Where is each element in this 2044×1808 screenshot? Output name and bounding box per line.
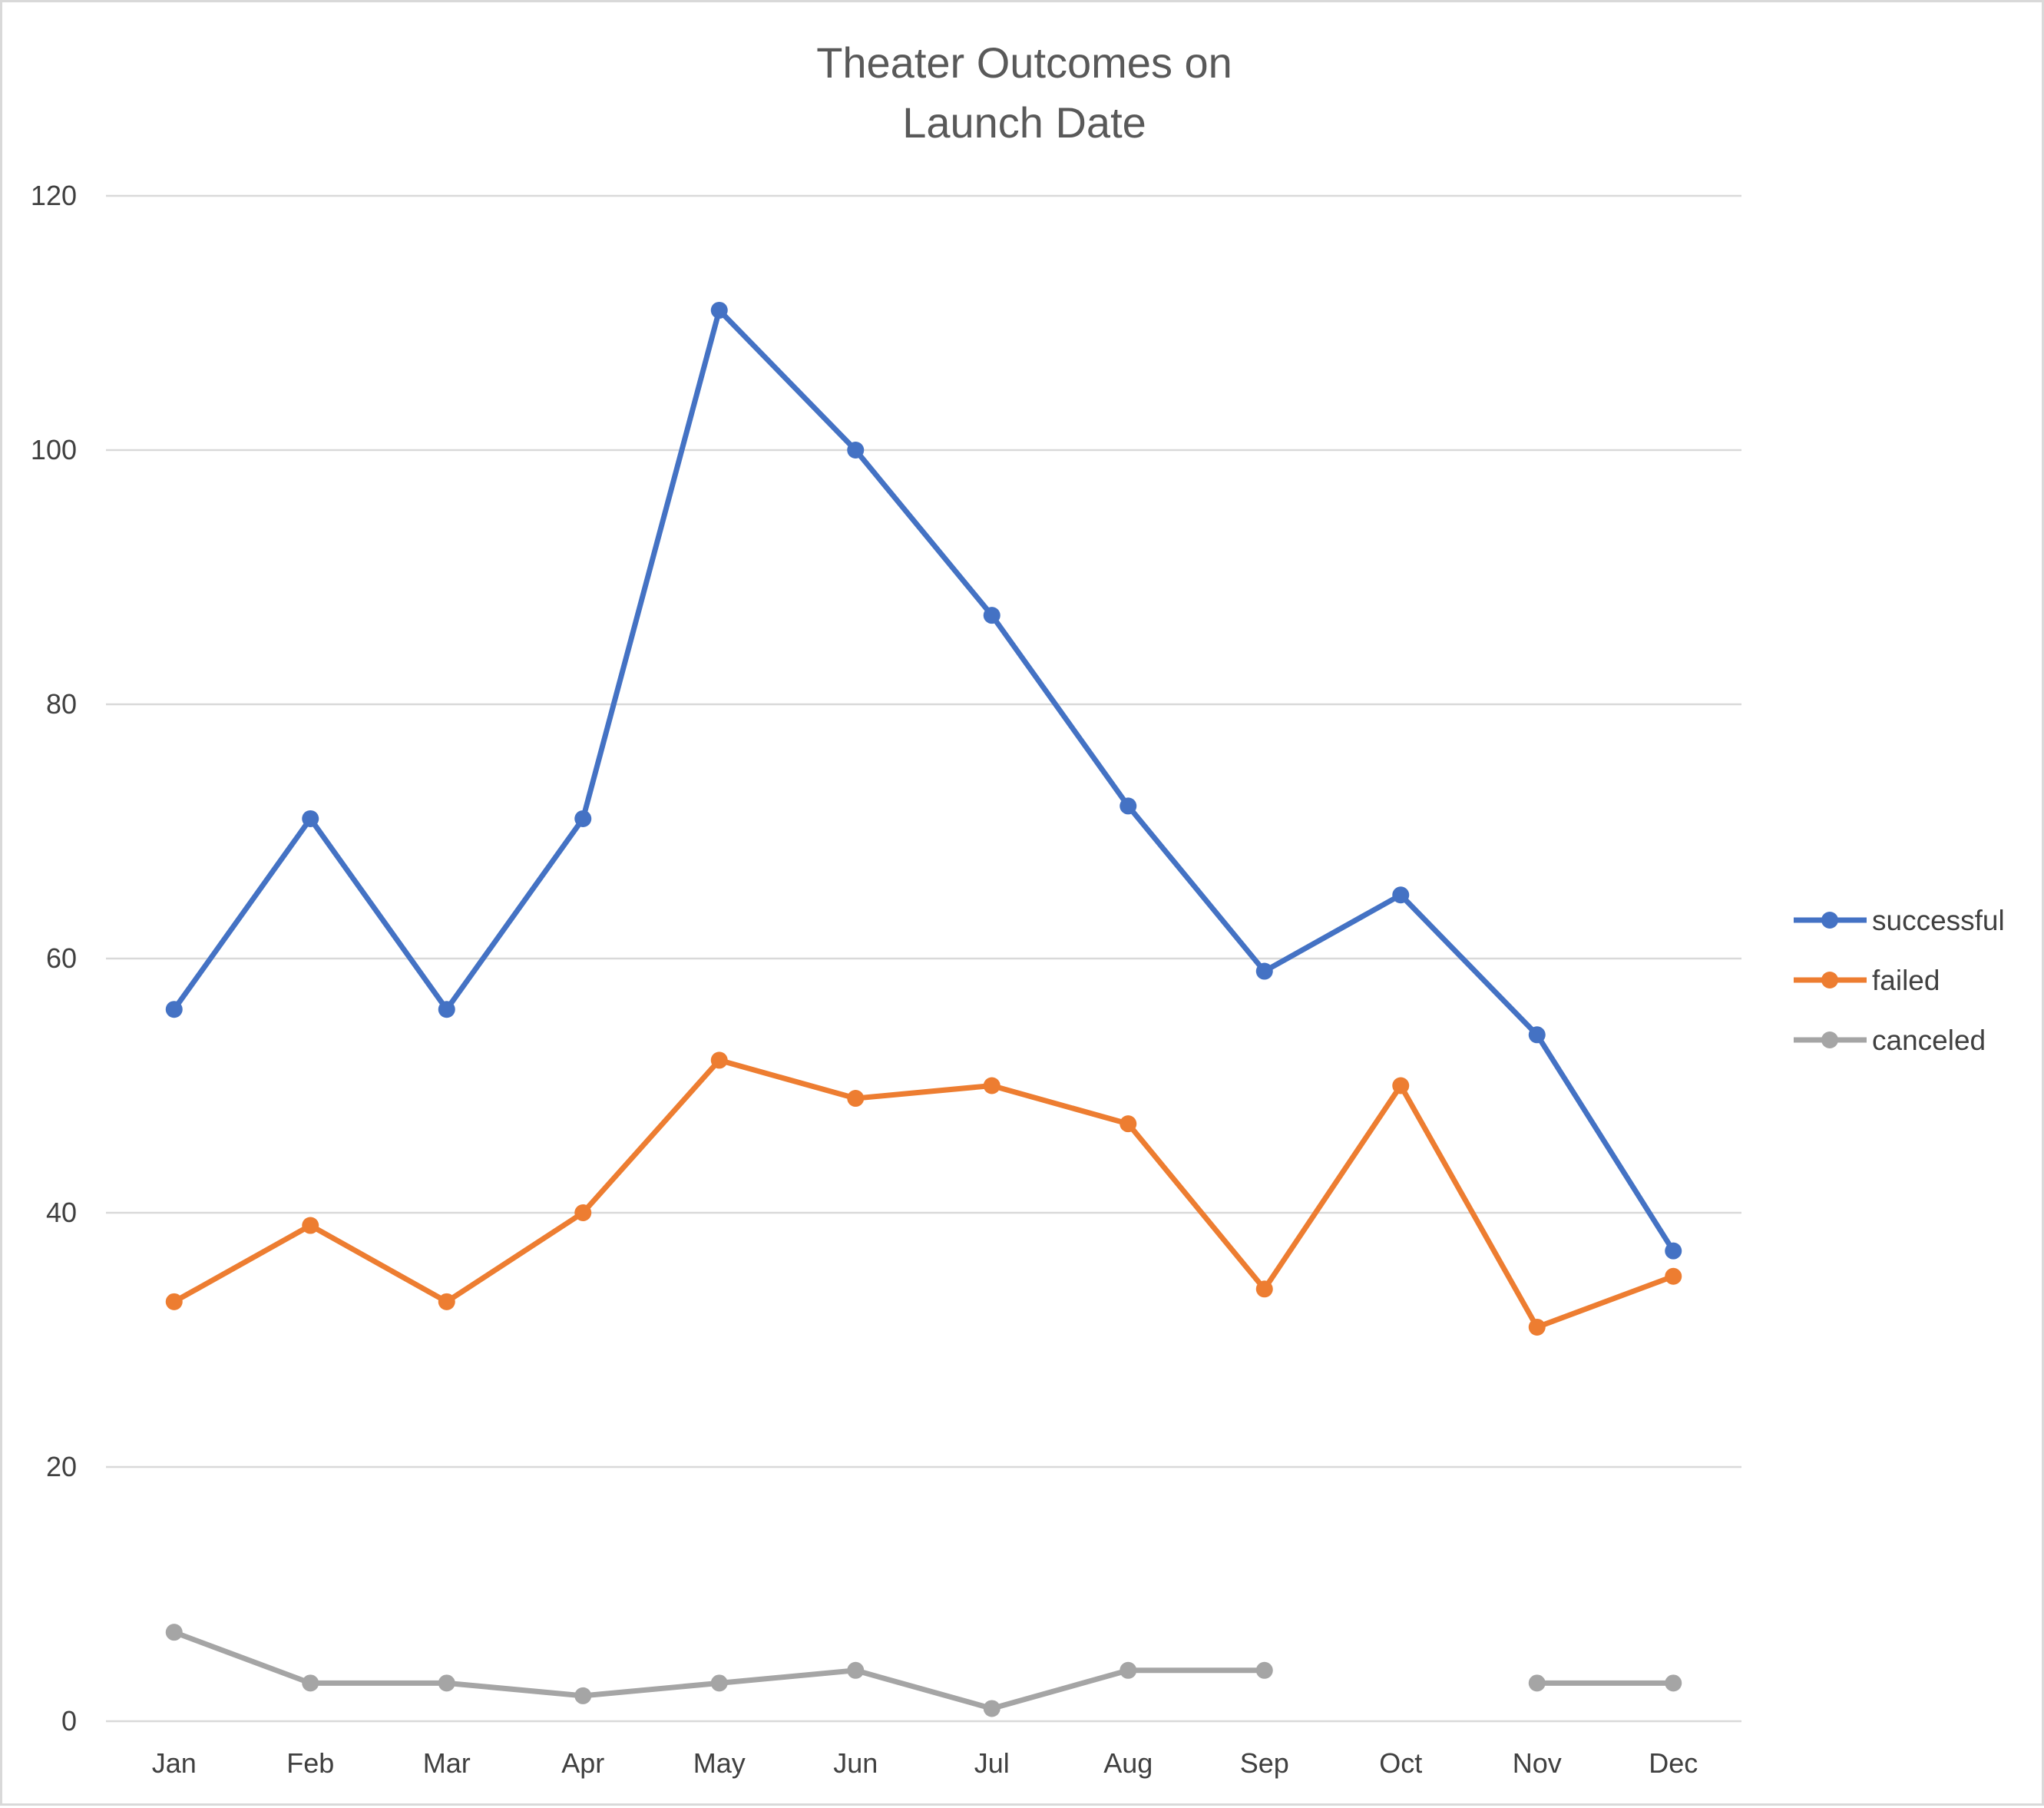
legend-label-canceled: canceled [1872,1025,1986,1056]
data-point-canceled [983,1700,1001,1717]
series-group [165,301,1682,1717]
data-point-failed [983,1077,1001,1094]
x-tick-label: May [693,1747,746,1779]
data-point-canceled [1665,1674,1682,1692]
chart-title-line-2: Launch Date [902,98,1146,147]
x-tick-label: Jun [833,1747,878,1779]
x-tick-label: Sep [1240,1747,1289,1779]
data-point-failed [1392,1077,1410,1094]
x-tick-label: Oct [1379,1747,1422,1779]
gridlines [106,194,1741,1723]
data-point-successful [1255,962,1273,980]
legend-marker-failed [1821,972,1838,988]
x-tick-label: Nov [1513,1747,1562,1779]
legend-item-successful: successful [1794,905,2005,936]
data-point-failed [165,1293,183,1310]
data-point-canceled [574,1687,592,1704]
x-tick-label: Jan [152,1747,197,1779]
x-tick-label: Dec [1649,1747,1698,1779]
data-point-failed [1255,1280,1273,1298]
data-point-canceled [165,1624,183,1641]
series-line-failed [171,1057,1676,1330]
y-tick-label: 60 [46,942,77,974]
legend-marker-canceled [1821,1031,1838,1048]
data-point-canceled [1255,1661,1273,1679]
data-point-failed [710,1051,728,1069]
data-point-successful [1392,886,1410,904]
legend: successful failed canceled [1794,905,2005,1056]
x-axis-ticks: Jan Feb Mar Apr May Jun Jul Aug Sep Oct Nov Dec [152,1747,1698,1779]
data-point-failed [1120,1115,1137,1133]
data-point-failed [847,1090,865,1108]
data-point-failed [438,1293,455,1310]
series-successful [165,301,1682,1260]
x-tick-label: Mar [423,1747,471,1779]
legend-label-failed: failed [1872,965,1940,996]
y-tick-label: 80 [46,688,77,720]
x-tick-label: Apr [561,1747,604,1779]
series-canceled [165,1624,1682,1717]
y-tick-label: 40 [46,1197,77,1228]
chart-title-line-1: Theater Outcomes on [816,38,1232,87]
data-point-canceled [1528,1674,1546,1692]
data-point-successful [574,810,592,827]
data-point-successful [710,301,728,319]
data-point-successful [983,607,1001,624]
y-tick-label: 100 [31,434,77,465]
data-point-failed [574,1204,592,1221]
y-axis-ticks: 0 20 40 60 80 100 120 [31,180,77,1737]
data-point-successful [438,1001,455,1018]
data-point-failed [302,1217,319,1234]
y-tick-label: 120 [31,180,77,211]
data-point-successful [1665,1242,1682,1260]
x-tick-label: Feb [286,1747,334,1779]
y-tick-label: 0 [61,1705,77,1737]
legend-label-successful: successful [1872,905,2005,936]
series-line-successful [171,307,1676,1254]
data-point-canceled [1120,1661,1137,1679]
legend-item-canceled: canceled [1794,1025,1986,1056]
series-line-canceled [171,1629,1268,1711]
data-point-canceled [438,1674,455,1692]
data-point-successful [1120,797,1137,815]
x-tick-label: Jul [974,1747,1010,1779]
data-point-successful [1528,1026,1546,1044]
x-tick-label: Aug [1103,1747,1153,1779]
series-failed [165,1051,1682,1336]
data-point-canceled [710,1674,728,1692]
data-point-successful [847,442,865,459]
data-point-failed [1665,1267,1682,1285]
data-point-failed [1528,1318,1546,1336]
legend-item-failed: failed [1794,965,1940,996]
data-point-successful [165,1001,183,1018]
legend-marker-successful [1821,912,1838,929]
data-point-successful [302,810,319,827]
y-tick-label: 20 [46,1451,77,1482]
data-point-canceled [847,1661,865,1679]
data-point-canceled [302,1674,319,1692]
